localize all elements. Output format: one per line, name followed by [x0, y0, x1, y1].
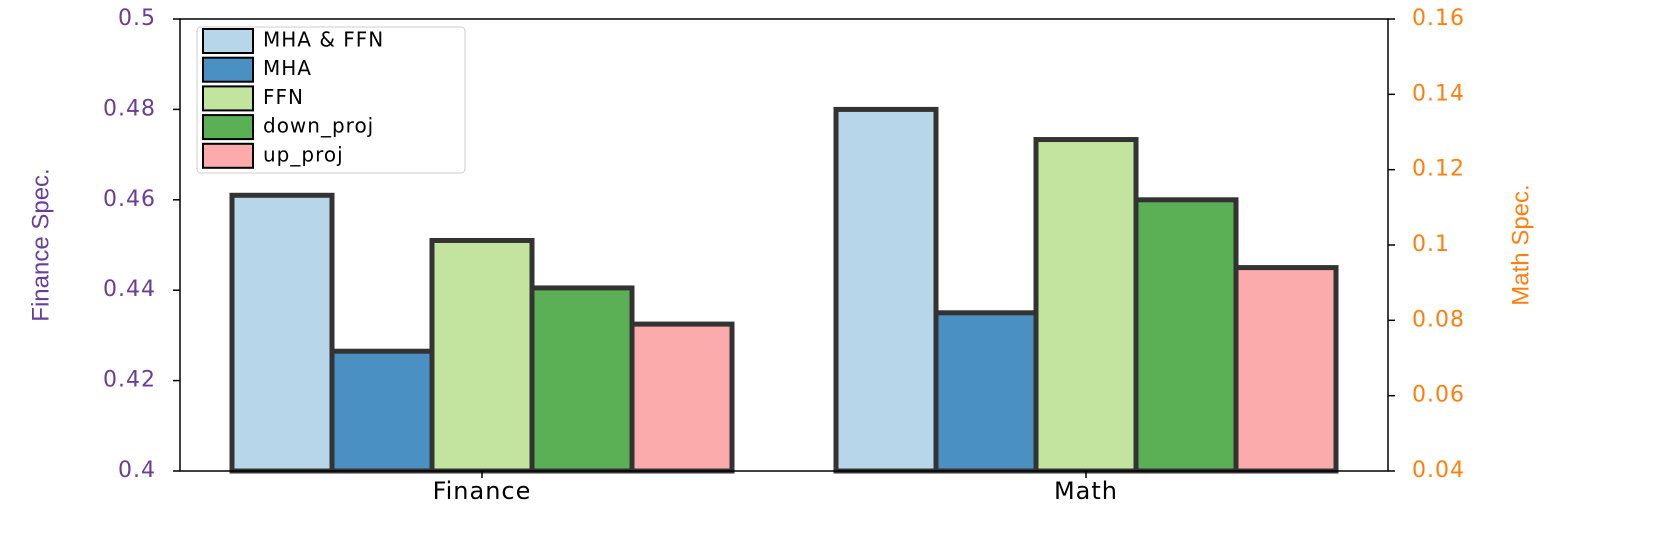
legend-label: down_proj [263, 114, 374, 138]
y2-tick-label: 0.12 [1412, 157, 1465, 182]
y2-tick-label: 0.04 [1412, 458, 1465, 483]
bar [1133, 197, 1239, 474]
y2-tick-label: 0.06 [1412, 383, 1465, 408]
plot-frame [179, 18, 1389, 472]
y-tick-label: 0.48 [103, 96, 156, 121]
bar [833, 106, 939, 474]
legend-swatch [202, 28, 254, 54]
y2-tick-label: 0.08 [1412, 307, 1465, 332]
legend-label: MHA [263, 56, 312, 80]
y-tick-label: 0.42 [103, 368, 156, 393]
bar [1033, 137, 1139, 474]
y2-tick-label: 0.16 [1412, 6, 1465, 31]
legend-swatch [202, 114, 254, 141]
legend-label: FFN [263, 85, 304, 109]
legend-box [196, 26, 466, 174]
legend-swatch [202, 56, 254, 83]
bar [529, 285, 635, 474]
bar [429, 237, 535, 474]
bar [629, 321, 735, 474]
y-axis-label: Finance Spec. [27, 168, 54, 321]
y2-axis-label: Math Spec. [1507, 184, 1534, 305]
bar [1233, 265, 1339, 474]
legend-swatch [202, 85, 254, 112]
bar [933, 310, 1039, 474]
y2-tick-label: 0.14 [1412, 81, 1465, 106]
x-tick-label: Finance [433, 477, 532, 505]
y2-tick-label: 0.1 [1412, 232, 1450, 257]
y-tick-label: 0.4 [118, 458, 156, 483]
legend-label: up_proj [263, 142, 344, 166]
bar [229, 192, 335, 474]
legend-swatch [202, 142, 254, 169]
x-tick-label: Math [1054, 477, 1118, 505]
bar [329, 348, 435, 474]
y-tick-label: 0.44 [103, 277, 156, 302]
legend-label: MHA & FFN [263, 28, 384, 52]
legend: MHA & FFN MHA FFN down_proj up_proj [196, 26, 466, 174]
y-tick-label: 0.46 [103, 187, 156, 212]
y-tick-label: 0.5 [118, 6, 156, 31]
